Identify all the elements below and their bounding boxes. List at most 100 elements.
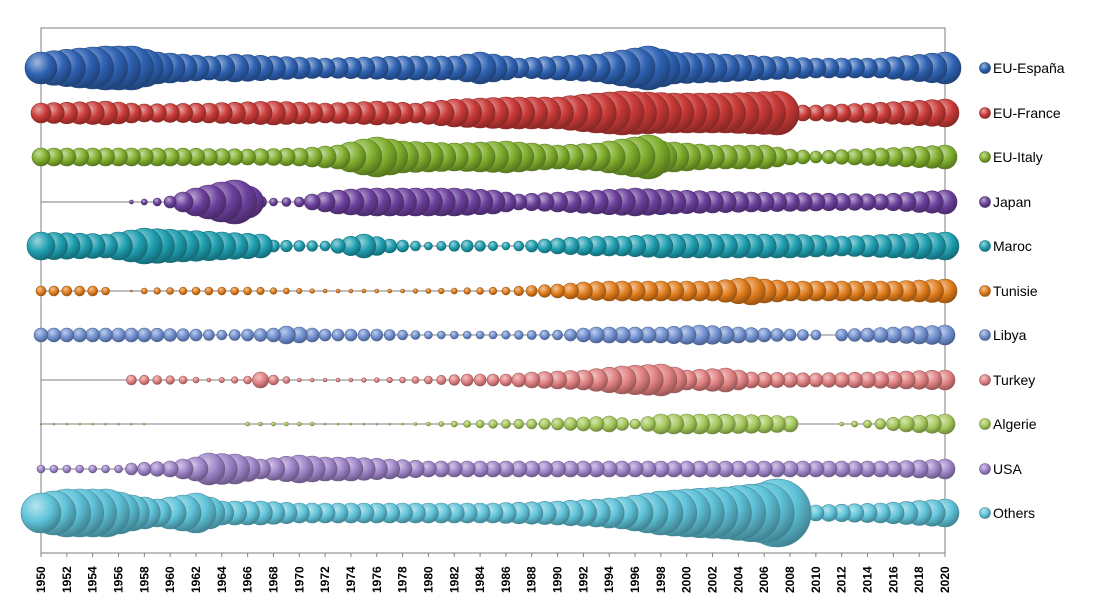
- x-tick-label: 2014: [861, 566, 875, 593]
- bubble-point: [513, 240, 525, 252]
- bubble-point: [886, 416, 901, 431]
- bubble-point: [501, 286, 511, 296]
- bubble-point: [460, 239, 474, 253]
- bubble-point: [874, 418, 887, 430]
- bubble-point: [256, 286, 265, 295]
- bubble-point: [413, 422, 418, 426]
- bubble-point: [269, 197, 278, 207]
- bubble-point: [241, 328, 254, 342]
- bubble-point: [282, 376, 291, 384]
- x-tick-label: 2006: [757, 566, 771, 593]
- legend-marker: [979, 107, 991, 119]
- bubble-point: [46, 327, 62, 343]
- bubble-point: [539, 329, 550, 341]
- bubble-point: [349, 422, 353, 426]
- bubble-point: [783, 328, 797, 342]
- bubble-point: [808, 372, 824, 388]
- bubble-point: [65, 422, 69, 426]
- bubble-point: [834, 149, 850, 165]
- bubble-point: [335, 288, 341, 294]
- legend-label: Algerie: [993, 416, 1037, 432]
- bubble-point: [412, 288, 419, 294]
- bubble-point: [501, 419, 511, 429]
- bubble-point: [322, 377, 328, 383]
- x-tick-label: 2008: [783, 566, 797, 593]
- bubble-point: [537, 238, 553, 254]
- legend-marker: [979, 374, 991, 386]
- bubble-point: [336, 422, 340, 426]
- bubble-point: [488, 286, 498, 296]
- bubble-point: [450, 287, 458, 295]
- legend-marker: [979, 507, 991, 519]
- bubble-point: [387, 288, 393, 294]
- bubble-point: [436, 241, 447, 252]
- bubble-point: [309, 377, 315, 383]
- x-tick-label: 1960: [163, 566, 177, 593]
- bubble-point: [269, 287, 278, 295]
- bubble-series-9: [39, 413, 956, 435]
- bubble-point: [396, 239, 409, 253]
- bubble-point: [141, 198, 148, 206]
- legend-marker: [979, 62, 991, 74]
- legend-marker: [979, 151, 991, 163]
- bubble-point: [149, 461, 165, 477]
- bubble-point: [348, 288, 354, 294]
- x-tick-label: 1976: [370, 566, 384, 593]
- x-tick-label: 2018: [912, 566, 926, 593]
- bubble-point: [795, 372, 811, 388]
- legend-marker: [979, 285, 991, 297]
- bubble-point: [293, 196, 305, 208]
- bubble-point: [438, 421, 445, 427]
- bubble-point: [488, 330, 498, 340]
- legend-label: Turkey: [993, 372, 1035, 388]
- bubble-point: [475, 419, 485, 429]
- bubble-point: [860, 327, 875, 343]
- bubble-point: [401, 422, 404, 426]
- bubble-point: [552, 329, 563, 341]
- x-tick-label: 1984: [473, 566, 487, 593]
- x-tick-label: 1974: [344, 566, 358, 593]
- bubble-point: [538, 284, 552, 298]
- bubble-point: [178, 375, 188, 385]
- bubble-point: [821, 372, 837, 388]
- legend-label: Maroc: [993, 238, 1032, 254]
- bubble-point: [370, 328, 384, 342]
- bubble-point: [564, 328, 577, 342]
- bubble-point: [150, 327, 165, 343]
- bubble-point: [49, 464, 59, 474]
- bubble-point: [475, 330, 485, 340]
- bubble-point: [87, 285, 98, 297]
- bubble-point: [20, 492, 62, 534]
- bubble-point: [463, 287, 471, 295]
- bubble-point: [863, 419, 872, 429]
- bubble-point: [523, 371, 541, 389]
- bubble-point: [243, 375, 252, 385]
- legend-marker: [979, 463, 991, 475]
- legend-label: USA: [993, 461, 1022, 477]
- bubble-point: [499, 373, 513, 387]
- bubble-point: [143, 422, 146, 426]
- bubble-point: [271, 421, 276, 427]
- bubble-point: [448, 374, 460, 386]
- bubble-point: [322, 288, 328, 294]
- bubble-point: [525, 239, 539, 253]
- bubble-point: [386, 376, 393, 384]
- bubble-point: [163, 328, 177, 342]
- bubble-point: [203, 329, 215, 341]
- bubble-point: [562, 282, 579, 300]
- bubble-point: [98, 327, 113, 343]
- x-tick-label: 1972: [318, 566, 332, 593]
- bubble-point: [756, 327, 772, 343]
- bubble-series-4: [129, 179, 958, 225]
- x-tick-label: 2010: [809, 566, 823, 593]
- bubble-point: [245, 421, 250, 427]
- x-tick-label: 1998: [654, 566, 668, 593]
- bubble-point: [88, 464, 97, 474]
- bubble-point: [204, 286, 214, 296]
- bubble-point: [425, 288, 432, 294]
- bubble-point: [809, 150, 823, 164]
- x-tick-label: 1994: [602, 566, 616, 593]
- bubble-point: [137, 461, 152, 476]
- bubble-point: [24, 51, 58, 85]
- bubble-point: [424, 241, 433, 251]
